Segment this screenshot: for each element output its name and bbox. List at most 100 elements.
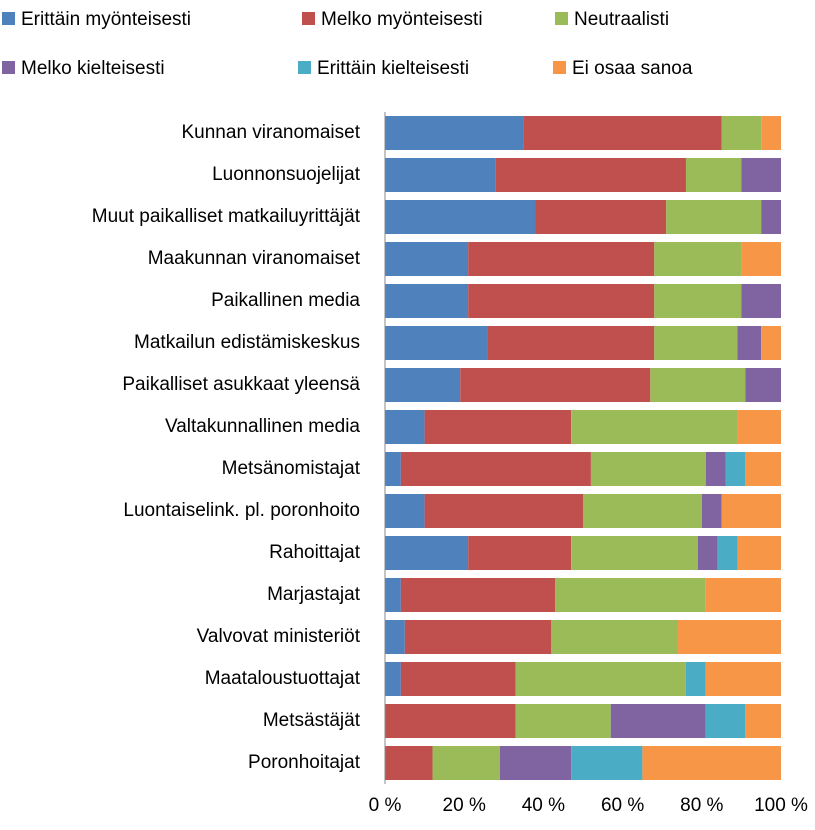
bar-segment: [745, 452, 781, 486]
category-label: Paikallinen media: [211, 290, 360, 311]
bar-segment: [468, 536, 572, 570]
legend-label: Melko kielteisesti: [21, 58, 165, 79]
bar-segment: [468, 284, 655, 318]
bar-segment: [385, 242, 469, 276]
category-label: Rahoittajat: [269, 542, 361, 563]
bar-segment: [385, 452, 401, 486]
bar-segment: [487, 326, 655, 360]
category-label: Luontaiselink. pl. poronhoito: [123, 500, 360, 521]
bar-segment: [737, 536, 781, 570]
bar-segment: [551, 620, 679, 654]
bar-segment: [705, 452, 726, 486]
legend-swatch: [2, 12, 15, 25]
bar-segment: [701, 494, 722, 528]
bar-segment: [721, 116, 762, 150]
category-label: Marjastajat: [267, 584, 361, 605]
bar-segment: [741, 158, 781, 192]
bar-segment: [761, 200, 781, 234]
bar-segment: [583, 494, 702, 528]
bar-segment: [385, 746, 433, 780]
legend-label: Neutraalisti: [574, 9, 669, 30]
bar-segment: [642, 746, 781, 780]
bar-segment: [721, 494, 781, 528]
legend-label: Ei osaa sanoa: [572, 58, 693, 79]
bar-segment: [385, 284, 469, 318]
bar-segment: [737, 410, 781, 444]
x-tick-label: 20 %: [443, 795, 486, 816]
bar-segment: [515, 704, 611, 738]
bar-segment: [385, 116, 524, 150]
legend-label: Erittäin myönteisesti: [21, 9, 191, 30]
x-tick-label: 80 %: [680, 795, 723, 816]
bar-segment: [571, 536, 698, 570]
bar-segment: [385, 578, 401, 612]
bar-segment: [385, 704, 516, 738]
bar-segment: [432, 746, 500, 780]
bar-segment: [705, 662, 781, 696]
category-label: Metsänomistajat: [222, 458, 361, 479]
bar-segment: [515, 662, 686, 696]
bar-segment: [737, 326, 762, 360]
bar-segment: [460, 368, 651, 402]
bar-segment: [610, 704, 706, 738]
bar-segment: [741, 284, 781, 318]
category-label: Valtakunnallinen media: [165, 416, 360, 437]
bar-segment: [685, 158, 742, 192]
bar-segment: [654, 284, 742, 318]
category-label: Muut paikalliset matkailuyrittäjät: [92, 206, 361, 227]
bar-segment: [678, 620, 781, 654]
x-tick-label: 60 %: [601, 795, 644, 816]
bar-segment: [741, 242, 781, 276]
bar-segment: [400, 452, 591, 486]
bar-segment: [385, 410, 425, 444]
bar-segment: [697, 536, 718, 570]
category-label: Luonnonsuojelijat: [212, 164, 361, 185]
bar-segment: [385, 326, 488, 360]
x-tick-label: 100 %: [754, 795, 808, 816]
bar-segment: [650, 368, 746, 402]
bar-segment: [725, 452, 746, 486]
category-label: Paikalliset asukkaat yleensä: [122, 374, 360, 395]
bar-segment: [404, 620, 552, 654]
legend-label: Melko myönteisesti: [321, 9, 483, 30]
bar-segment: [385, 368, 461, 402]
bar-segment: [745, 368, 781, 402]
bar-segment: [555, 578, 706, 612]
bar-segment: [523, 116, 722, 150]
bar-segment: [654, 242, 742, 276]
bar-segment: [571, 410, 738, 444]
bar-segment: [424, 410, 572, 444]
category-label: Maakunnan viranomaiset: [148, 248, 361, 269]
bar-segment: [745, 704, 781, 738]
legend-swatch: [553, 61, 566, 74]
bar-segment: [424, 494, 583, 528]
x-tick-label: 0 %: [369, 795, 402, 816]
legend-swatch: [302, 12, 315, 25]
bar-segment: [535, 200, 667, 234]
bar-segment: [705, 578, 781, 612]
bar-segment: [666, 200, 762, 234]
bar-segment: [499, 746, 572, 780]
legend-swatch: [2, 61, 15, 74]
category-label: Maataloustuottajat: [205, 668, 361, 689]
category-label: Matkailun edistämiskeskus: [134, 332, 360, 353]
bar-segment: [654, 326, 738, 360]
bar-segment: [717, 536, 738, 570]
bar-segment: [590, 452, 706, 486]
bar-segment: [385, 620, 405, 654]
legend-swatch: [555, 12, 568, 25]
bar-segment: [571, 746, 643, 780]
bar-segment: [385, 158, 496, 192]
legend-swatch: [298, 61, 311, 74]
bar-segment: [400, 662, 516, 696]
bar-segment: [495, 158, 686, 192]
category-label: Kunnan viranomaiset: [182, 122, 361, 143]
bar-segment: [761, 326, 781, 360]
bar-segment: [385, 662, 401, 696]
bar-segment: [385, 200, 536, 234]
bar-segment: [385, 494, 425, 528]
bar-segment: [385, 536, 469, 570]
x-tick-label: 40 %: [522, 795, 565, 816]
bar-segment: [705, 704, 746, 738]
